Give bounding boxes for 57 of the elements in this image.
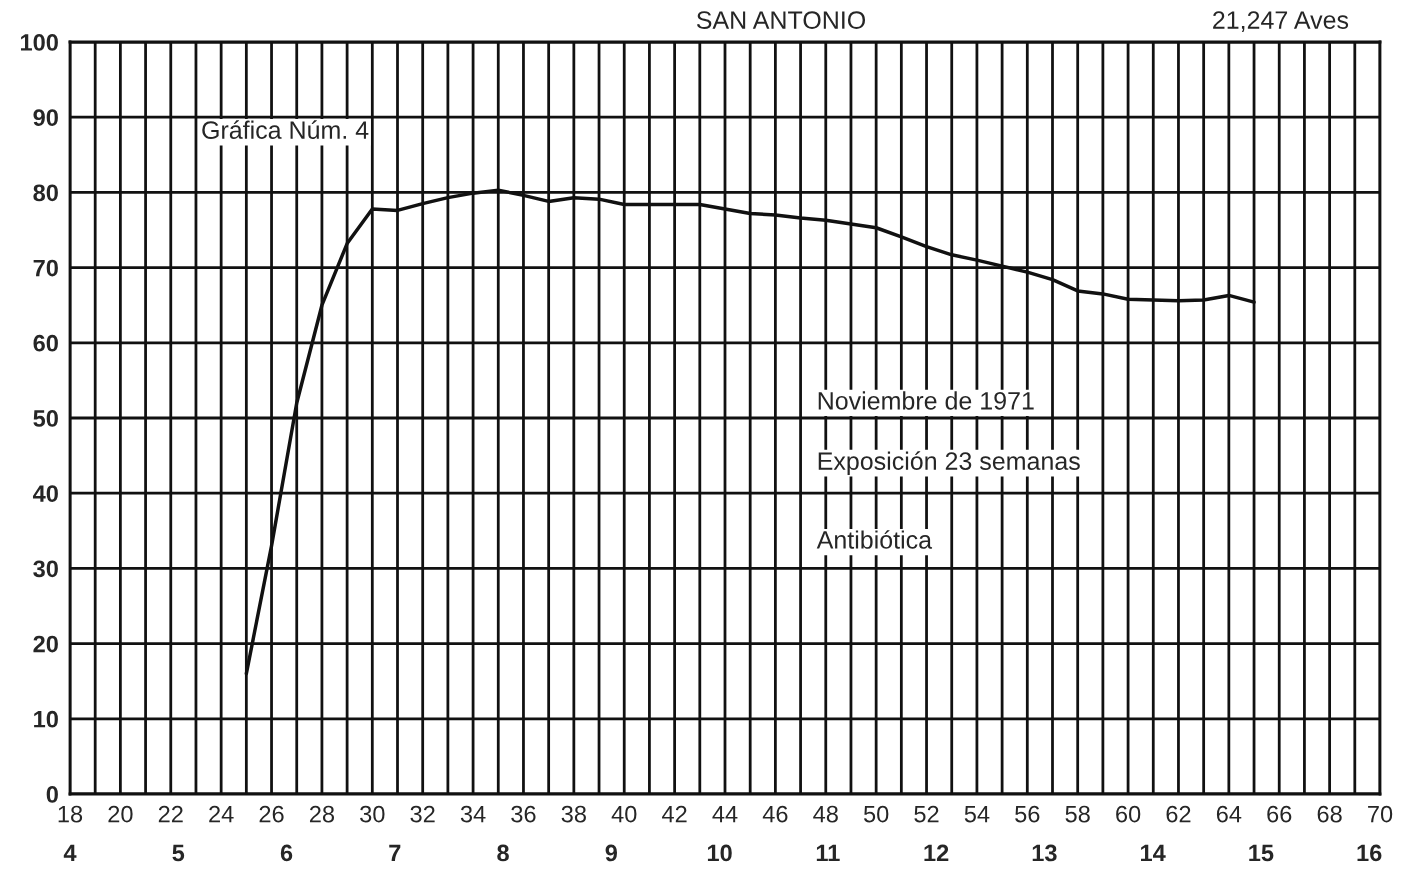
y-tick-label: 60 [33, 334, 58, 352]
x-tick-label: 58 [1065, 805, 1090, 823]
y-tick-label: 20 [33, 635, 58, 653]
x2-tick-label: 13 [1032, 844, 1057, 862]
x-tick-label: 56 [1015, 805, 1040, 823]
x-tick-label: 62 [1166, 805, 1191, 823]
x-tick-label: 20 [108, 805, 133, 823]
x2-tick-label: 12 [924, 844, 949, 862]
y-tick-label: 30 [33, 560, 58, 578]
x2-tick-label: 7 [389, 844, 401, 862]
y-tick-label: 100 [20, 34, 58, 51]
x-tick-label: 44 [712, 805, 738, 823]
x2-tick-label: 10 [707, 844, 732, 862]
x-tick-label: 28 [309, 805, 335, 823]
x-tick-label: 70 [1368, 805, 1393, 823]
y-tick-label: 70 [33, 259, 58, 277]
y-tick-label: 80 [33, 184, 58, 202]
x2-tick-label: 9 [605, 844, 618, 862]
x-tick-label: 40 [611, 805, 637, 823]
annotation: Gráfica Núm. 4 [202, 120, 369, 139]
x-tick-label: 38 [561, 805, 586, 823]
x2-tick-label: 16 [1357, 844, 1382, 862]
x-tick-label: 52 [914, 805, 939, 823]
x-tick-label: 66 [1267, 805, 1292, 823]
x2-tick-label: 6 [280, 844, 293, 862]
text: 21,247 Aves [1213, 11, 1349, 32]
x-tick-label: 36 [511, 805, 536, 823]
x-tick-label: 68 [1317, 805, 1342, 823]
x2-tick-label: 15 [1249, 844, 1274, 862]
x-tick-label: 26 [259, 805, 284, 823]
x-tick-label: 50 [863, 805, 889, 823]
y-tick-label: 0 [46, 786, 58, 803]
x-tick-label: 46 [762, 805, 788, 823]
x-tick-label: 42 [662, 805, 687, 823]
x-tick-label: 34 [460, 805, 486, 823]
annotation: Noviembre de 1971 [818, 391, 1034, 410]
x2-tick-label: 5 [172, 844, 185, 862]
x-tick-label: 54 [964, 805, 990, 823]
x-tick-label: 22 [158, 805, 183, 823]
y-tick-label: 50 [33, 410, 58, 427]
annotation: Exposición 23 semanas [818, 451, 1080, 475]
annotation: Antibiótica [816, 530, 933, 549]
x2-tick-label: 14 [1141, 844, 1166, 862]
x-tick-label: 64 [1216, 805, 1242, 823]
x-tick-label: 60 [1116, 805, 1141, 823]
y-tick-label: 10 [34, 710, 58, 728]
x2-tick-label: 11 [816, 844, 840, 862]
y-tick-label: 40 [32, 485, 58, 502]
x2-tick-label: 8 [497, 844, 509, 862]
x2-tick-label: 4 [63, 844, 77, 862]
x-tick-label: 18 [58, 805, 83, 823]
y-tick-label: 90 [33, 109, 58, 126]
x-tick-label: 32 [410, 805, 435, 823]
x-tick-label: 48 [813, 805, 838, 823]
x-tick-label: 24 [209, 805, 234, 823]
x-tick-label: 30 [360, 805, 385, 823]
chart-title: SAN ANTONIO [696, 11, 866, 29]
